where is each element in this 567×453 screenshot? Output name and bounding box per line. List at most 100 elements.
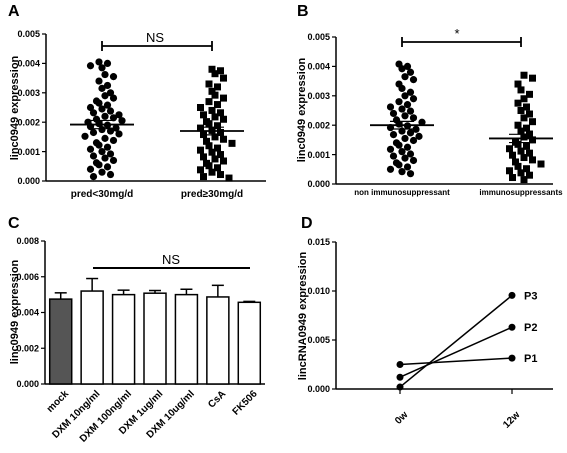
series-line-D (399, 294, 513, 388)
x-category-label-D: 0w (393, 409, 410, 426)
data-point-A (109, 94, 118, 102)
x-category-label-C: CsA (206, 389, 228, 411)
data-point-B (403, 163, 412, 171)
data-point-B (386, 103, 395, 111)
y-tick-label-C: 0.006 (16, 272, 39, 282)
data-point-A (217, 128, 224, 136)
data-point-B (514, 80, 522, 88)
y-tick-label-A: 0.004 (17, 59, 40, 69)
data-point-A (220, 115, 227, 123)
data-point-A (95, 58, 103, 66)
data-point-B (517, 127, 525, 135)
data-point-B (401, 154, 409, 162)
y-tick-label-B: 0.003 (307, 91, 330, 101)
data-point-B (403, 143, 412, 151)
data-point-B (523, 165, 530, 173)
bar-C (48, 298, 73, 385)
data-point-D (508, 291, 516, 299)
series-line-D (399, 357, 513, 366)
bar-C (111, 293, 136, 385)
data-point-B (403, 62, 412, 70)
y-axis-label-C: linc0949 expression (9, 259, 21, 364)
y-tick-label-A: 0.003 (17, 88, 40, 98)
data-point-A (225, 174, 233, 182)
data-point-A (106, 150, 115, 158)
data-point-A (200, 111, 207, 119)
data-point-A (103, 101, 112, 109)
data-point-B (514, 162, 522, 170)
data-point-A (89, 109, 98, 117)
data-point-B (506, 167, 513, 175)
y-tick-label-D: 0.015 (307, 237, 330, 247)
data-point-B (512, 158, 519, 166)
data-point-D (396, 373, 404, 381)
series-label-D: P3 (524, 290, 537, 302)
data-point-B (401, 92, 409, 100)
data-point-A (211, 91, 219, 99)
data-point-B (526, 149, 533, 157)
data-point-A (112, 124, 120, 132)
y-tick-label-A: 0.002 (17, 117, 40, 127)
data-point-A (205, 80, 213, 88)
data-point-A (98, 148, 106, 156)
data-point-B (520, 176, 528, 184)
data-point-B (520, 95, 528, 103)
y-tick-label-C: 0.004 (16, 308, 39, 318)
data-point-A (109, 156, 118, 165)
significance-label-C: NS (162, 252, 180, 267)
data-point-A (86, 165, 95, 173)
x-category-label-B: non immunosuppressant (354, 188, 450, 197)
data-point-A (211, 113, 219, 121)
x-category-label-A: pred<30mg/d (71, 189, 134, 200)
y-tick-label-C: 0.000 (16, 379, 39, 389)
data-point-A (89, 172, 98, 181)
data-point-A (103, 163, 112, 171)
data-point-A (220, 157, 227, 165)
data-point-B (520, 114, 528, 122)
data-point-A (101, 112, 109, 120)
data-point-B (389, 131, 398, 139)
data-point-B (409, 76, 418, 84)
data-point-B (401, 112, 409, 120)
data-point-B (523, 142, 530, 150)
y-tick-label-A: 0.005 (17, 29, 40, 39)
data-point-A (106, 89, 115, 97)
data-point-A (214, 122, 221, 130)
bar-C (174, 293, 199, 385)
data-point-B (403, 101, 412, 109)
data-point-A (89, 128, 98, 137)
data-point-A (109, 136, 118, 145)
data-point-B (415, 132, 423, 140)
data-point-B (398, 168, 406, 176)
data-point-A (106, 170, 115, 179)
data-point-A (95, 77, 103, 85)
data-point-B (398, 148, 406, 156)
significance-label-A: NS (146, 30, 164, 45)
data-point-B (514, 99, 522, 107)
data-point-A (197, 146, 204, 154)
data-point-A (214, 101, 221, 109)
data-point-A (217, 171, 224, 179)
data-point-B (529, 74, 536, 82)
data-point-A (109, 73, 118, 81)
data-point-B (409, 136, 418, 145)
data-point-B (517, 169, 525, 177)
data-point-A (208, 87, 216, 95)
data-point-A (89, 152, 98, 160)
data-point-A (208, 148, 216, 156)
data-point-B (389, 109, 398, 118)
panel-letter-A: A (8, 3, 20, 20)
x-category-label-C: FK506 (231, 388, 260, 417)
data-point-B (509, 151, 516, 159)
data-point-A (214, 164, 221, 172)
data-point-A (208, 106, 216, 114)
data-point-B (409, 95, 418, 103)
y-axis-label-B: linc0949 expression (296, 57, 308, 162)
data-point-B (386, 145, 395, 153)
data-point-A (86, 103, 95, 112)
data-point-B (537, 160, 545, 168)
y-tick-label-A: 0.000 (17, 176, 40, 186)
data-point-A (115, 130, 123, 138)
x-category-label-A: pred≥30mg/d (181, 189, 243, 200)
